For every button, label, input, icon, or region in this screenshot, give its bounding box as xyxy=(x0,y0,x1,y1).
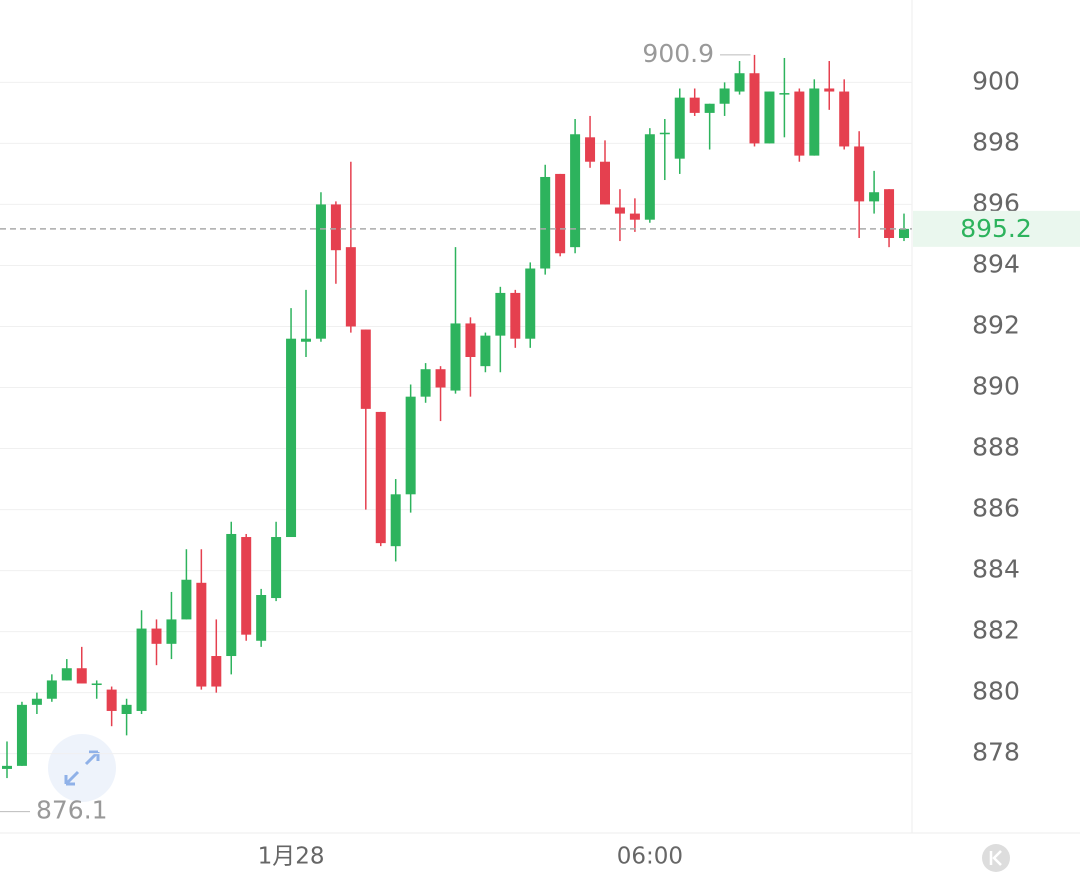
y-tick-label: 892 xyxy=(972,310,1020,339)
candle-body xyxy=(540,176,551,269)
candle-body xyxy=(315,204,326,339)
candle-body xyxy=(450,323,461,391)
candle-body xyxy=(61,668,72,681)
candle-body xyxy=(510,292,521,339)
candle-body xyxy=(779,93,790,95)
y-tick-label: 900 xyxy=(972,66,1020,95)
candle-body xyxy=(375,411,386,544)
candle-body xyxy=(31,698,42,705)
scroll-latest-button[interactable] xyxy=(982,844,1010,872)
candle-body xyxy=(659,132,670,135)
last-price-label: 895.2 xyxy=(960,214,1032,243)
max-marker-label: 900.9 xyxy=(642,39,714,68)
candle-body xyxy=(271,537,282,599)
candle-body xyxy=(76,668,87,684)
candle-body xyxy=(749,73,760,144)
candle-body xyxy=(734,73,745,92)
y-tick-label: 898 xyxy=(972,127,1020,156)
candle-body xyxy=(869,192,880,202)
candle-body xyxy=(256,595,267,641)
candle-body xyxy=(16,704,27,766)
candle-body xyxy=(854,146,865,202)
candle-body xyxy=(166,619,177,644)
scroll-icon xyxy=(989,850,1002,866)
candle-body xyxy=(764,91,775,144)
candle-body xyxy=(46,680,57,699)
candle-body xyxy=(435,369,446,388)
candle-body xyxy=(465,323,476,357)
candle-body xyxy=(884,189,895,238)
candle-body xyxy=(390,494,401,547)
candle-body xyxy=(330,204,341,251)
min-marker-label: 876.1 xyxy=(36,796,108,825)
candle-body xyxy=(301,338,311,342)
candle-body xyxy=(824,88,835,92)
last-price-box xyxy=(913,210,1080,247)
candle-body xyxy=(121,704,132,714)
y-tick-label: 882 xyxy=(972,616,1020,645)
y-tick-label: 894 xyxy=(972,249,1020,278)
candle-body xyxy=(405,396,416,495)
y-tick-label: 880 xyxy=(972,677,1020,706)
y-tick-label: 890 xyxy=(972,372,1020,401)
y-tick-label: 886 xyxy=(972,494,1020,523)
candle-body xyxy=(136,628,147,711)
candle-body xyxy=(2,765,12,769)
candle-body xyxy=(839,91,850,147)
candle-body xyxy=(181,579,192,620)
candle-body xyxy=(555,173,566,254)
candle-body xyxy=(241,537,252,635)
candle-body xyxy=(345,247,356,327)
y-tick-label: 878 xyxy=(972,738,1020,767)
candle-body xyxy=(585,137,596,162)
x-tick-label: 1月28 xyxy=(258,844,325,870)
candle-body xyxy=(106,689,117,711)
candle-body xyxy=(525,268,536,339)
candle-body xyxy=(674,97,685,159)
candle-body xyxy=(495,292,506,336)
candle-body xyxy=(91,683,102,686)
y-tick-label: 888 xyxy=(972,433,1020,462)
candle-body xyxy=(211,656,222,687)
candle-body xyxy=(689,97,700,113)
candle-body xyxy=(794,91,805,156)
candle-body xyxy=(809,88,820,156)
candle-body xyxy=(614,207,625,214)
candle-body xyxy=(600,161,610,205)
candle-body xyxy=(360,329,371,409)
candle-body xyxy=(644,134,655,220)
y-tick-label: 884 xyxy=(972,555,1020,584)
candle-body xyxy=(704,103,715,113)
candle-body xyxy=(420,369,431,397)
candle-body xyxy=(196,582,207,687)
candle-body xyxy=(226,533,237,657)
expand-button[interactable] xyxy=(48,734,116,802)
candle-body xyxy=(719,88,730,104)
candle-body xyxy=(151,628,162,644)
x-tick-label: 06:00 xyxy=(617,844,683,870)
candle-body xyxy=(480,335,491,367)
candle-body xyxy=(629,213,640,220)
candle-body xyxy=(899,228,909,238)
candle-body xyxy=(570,134,581,248)
candle-body xyxy=(286,338,297,538)
